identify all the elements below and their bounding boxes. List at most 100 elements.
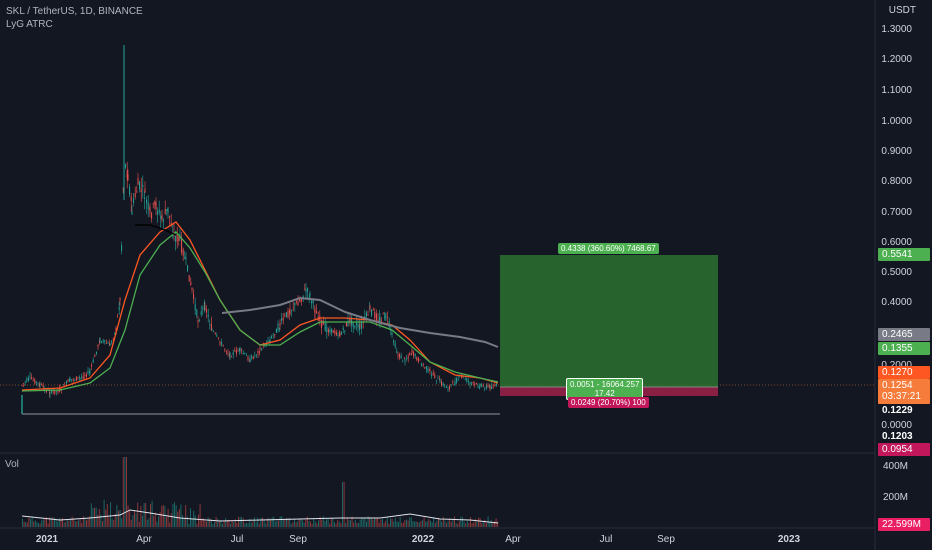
volume-bar [415, 521, 417, 527]
candle-body [413, 351, 415, 356]
volume-bar [42, 519, 44, 527]
volume-bar [358, 523, 359, 527]
candle-body [344, 330, 346, 332]
candle-body [471, 382, 473, 384]
volume-bar [372, 519, 374, 527]
volume-legend[interactable]: Vol [5, 459, 19, 470]
candle-body [324, 322, 326, 331]
volume-bar [154, 512, 156, 527]
candle-body [264, 346, 266, 348]
candle-body [477, 386, 479, 388]
volume-bar [305, 519, 307, 527]
candle-body [394, 343, 396, 348]
volume-bar [102, 521, 103, 527]
volume-bar [470, 517, 471, 527]
volume-bar [402, 522, 404, 527]
volume-bar [238, 516, 239, 527]
candle-body [301, 298, 303, 302]
symbol-legend[interactable]: SKL / TetherUS, 1D, BINANCE [6, 6, 143, 17]
volume-bar [23, 521, 25, 527]
volume-bar [135, 513, 137, 527]
volume-bar [335, 523, 337, 527]
volume-bar [146, 520, 148, 527]
volume-bar [26, 522, 28, 527]
candle-body [341, 332, 343, 335]
volume-bar [361, 517, 363, 527]
candle-body [352, 322, 354, 327]
candle-body [382, 313, 384, 315]
candle-body [237, 350, 239, 352]
volume-bar [110, 502, 111, 527]
volume-bar [428, 518, 430, 527]
candle-body [109, 343, 111, 346]
candle-body [279, 323, 281, 327]
candle-body [467, 381, 469, 382]
volume-bar [452, 518, 454, 527]
candle-body [335, 332, 337, 336]
candle-body [450, 384, 452, 386]
ema-fast-line [21, 221, 499, 391]
candle-body [235, 349, 237, 354]
volume-bar [460, 516, 462, 527]
candle-body [82, 375, 84, 379]
volume-bar [286, 518, 287, 527]
volume-bar [207, 517, 209, 527]
volume-bar [281, 516, 283, 527]
candle-body [158, 209, 160, 213]
volume-bar [126, 457, 127, 527]
candle-body [403, 357, 405, 359]
time-axis-label: Sep [657, 534, 675, 545]
volume-bar [398, 521, 399, 527]
candle-body [85, 374, 87, 377]
candle-body [49, 391, 51, 395]
candle-body [432, 372, 434, 376]
volume-bar [297, 521, 299, 527]
candle-body [49, 394, 51, 396]
volume-bar [482, 521, 484, 527]
candle-body [229, 352, 231, 358]
volume-bar [414, 521, 415, 527]
candle-body [257, 350, 259, 355]
candle-body [87, 371, 89, 373]
candle-body [361, 322, 363, 329]
last-price-value: 0.1254 [882, 380, 913, 391]
ma-green-price-tag: 0.1355 [878, 342, 930, 355]
candle-body [225, 351, 227, 353]
volume-bar [457, 523, 459, 527]
candle-body [400, 355, 402, 359]
candle-body [101, 341, 103, 343]
volume-bar [268, 517, 270, 527]
volume-bar [236, 523, 238, 527]
volume-bar [140, 505, 142, 527]
volume-bar [249, 518, 251, 527]
indicator-legend[interactable]: LyG ATRC [6, 19, 53, 30]
volume-bar [466, 520, 468, 527]
volume-bar [438, 517, 439, 527]
volume-bar [182, 515, 183, 527]
volume-bar [300, 519, 302, 527]
volume-bar [180, 504, 182, 527]
volume-bar [209, 518, 211, 527]
candle-body [167, 207, 169, 214]
candle-body [249, 357, 251, 363]
volume-bar [137, 502, 139, 527]
volume-bar [185, 505, 187, 527]
volume-bar [111, 518, 113, 527]
candle-body [155, 202, 157, 210]
candle-body [209, 324, 211, 326]
volume-bar [129, 509, 131, 527]
volume-bar [342, 482, 343, 527]
volume-bar [204, 520, 206, 527]
volume-bar [430, 520, 431, 527]
candle-body [453, 384, 455, 385]
candle-body [308, 296, 310, 298]
candle-body [147, 202, 149, 210]
candle-body [285, 312, 287, 317]
volume-bar [374, 517, 375, 527]
volume-bar [417, 522, 419, 527]
volume-bar [234, 519, 236, 527]
candle-body [72, 379, 74, 381]
candle-body [217, 337, 219, 339]
volume-bar [142, 515, 143, 527]
